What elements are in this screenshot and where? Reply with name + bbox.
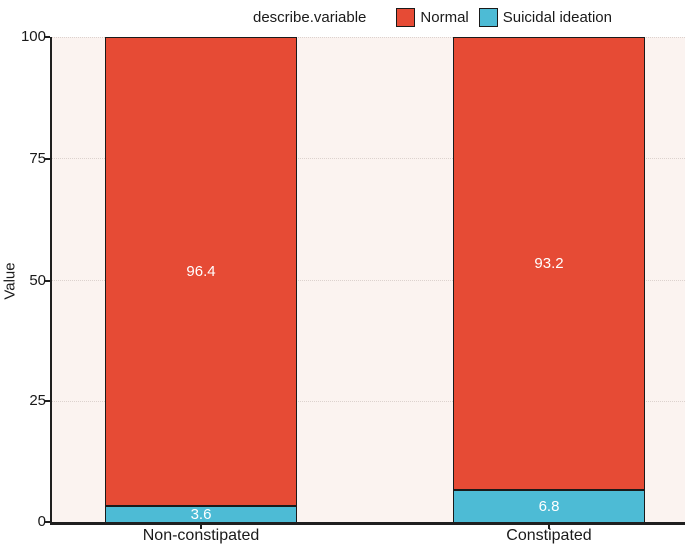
x-axis-label-non-constipated: Non-constipated xyxy=(142,527,260,544)
y-tick-label: 75 xyxy=(29,150,46,167)
y-tick-mark xyxy=(45,400,50,402)
bar-non-constipated: 96.4 3.6 xyxy=(105,37,297,523)
chart-legend: describe.variable Normal Suicidal ideati… xyxy=(253,5,622,30)
y-tick-label: 25 xyxy=(29,392,46,409)
y-tick-mark xyxy=(45,280,50,282)
legend-item-suicidal-ideation: Suicidal ideation xyxy=(478,8,612,27)
gridline-25 xyxy=(52,401,685,402)
gridline-75 xyxy=(52,158,685,159)
y-tick-label: 100 xyxy=(20,28,46,45)
legend-item-normal: Normal xyxy=(396,8,469,27)
bar-segment-suicidal-ideation: 6.8 xyxy=(453,489,645,523)
bar-segment-normal: 96.4 xyxy=(105,37,297,506)
bar-value-label-suicidal-ideation: 3.6 xyxy=(190,505,212,523)
gridline-100 xyxy=(52,37,685,38)
legend-label-suicidal-ideation: Suicidal ideation xyxy=(502,9,612,26)
y-tick-label: 50 xyxy=(29,272,46,289)
bar-constipated: 93.2 6.8 xyxy=(453,37,645,523)
bar-value-label-normal: 93.2 xyxy=(534,254,564,272)
x-axis-label-constipated: Constipated xyxy=(506,527,592,544)
y-tick-label: 0 xyxy=(37,513,46,530)
bar-segment-normal: 93.2 xyxy=(453,37,645,490)
bar-segment-suicidal-ideation: 3.6 xyxy=(105,505,297,523)
y-tick-mark xyxy=(45,158,50,160)
y-tick-mark xyxy=(45,521,50,523)
bar-value-label-suicidal-ideation: 6.8 xyxy=(538,497,560,515)
y-axis-title: Value xyxy=(1,262,19,300)
legend-swatch-normal xyxy=(396,8,416,27)
y-axis-line xyxy=(50,37,52,524)
x-axis-line xyxy=(50,522,685,525)
legend-swatch-suicidal-ideation xyxy=(478,8,498,27)
y-tick-mark xyxy=(45,36,50,38)
bar-value-label-normal: 96.4 xyxy=(186,262,216,280)
legend-label-normal: Normal xyxy=(420,9,469,26)
legend-title: describe.variable xyxy=(253,9,367,26)
gridline-50 xyxy=(52,280,685,281)
x-tick-mark xyxy=(548,524,550,529)
x-tick-mark xyxy=(200,524,202,529)
